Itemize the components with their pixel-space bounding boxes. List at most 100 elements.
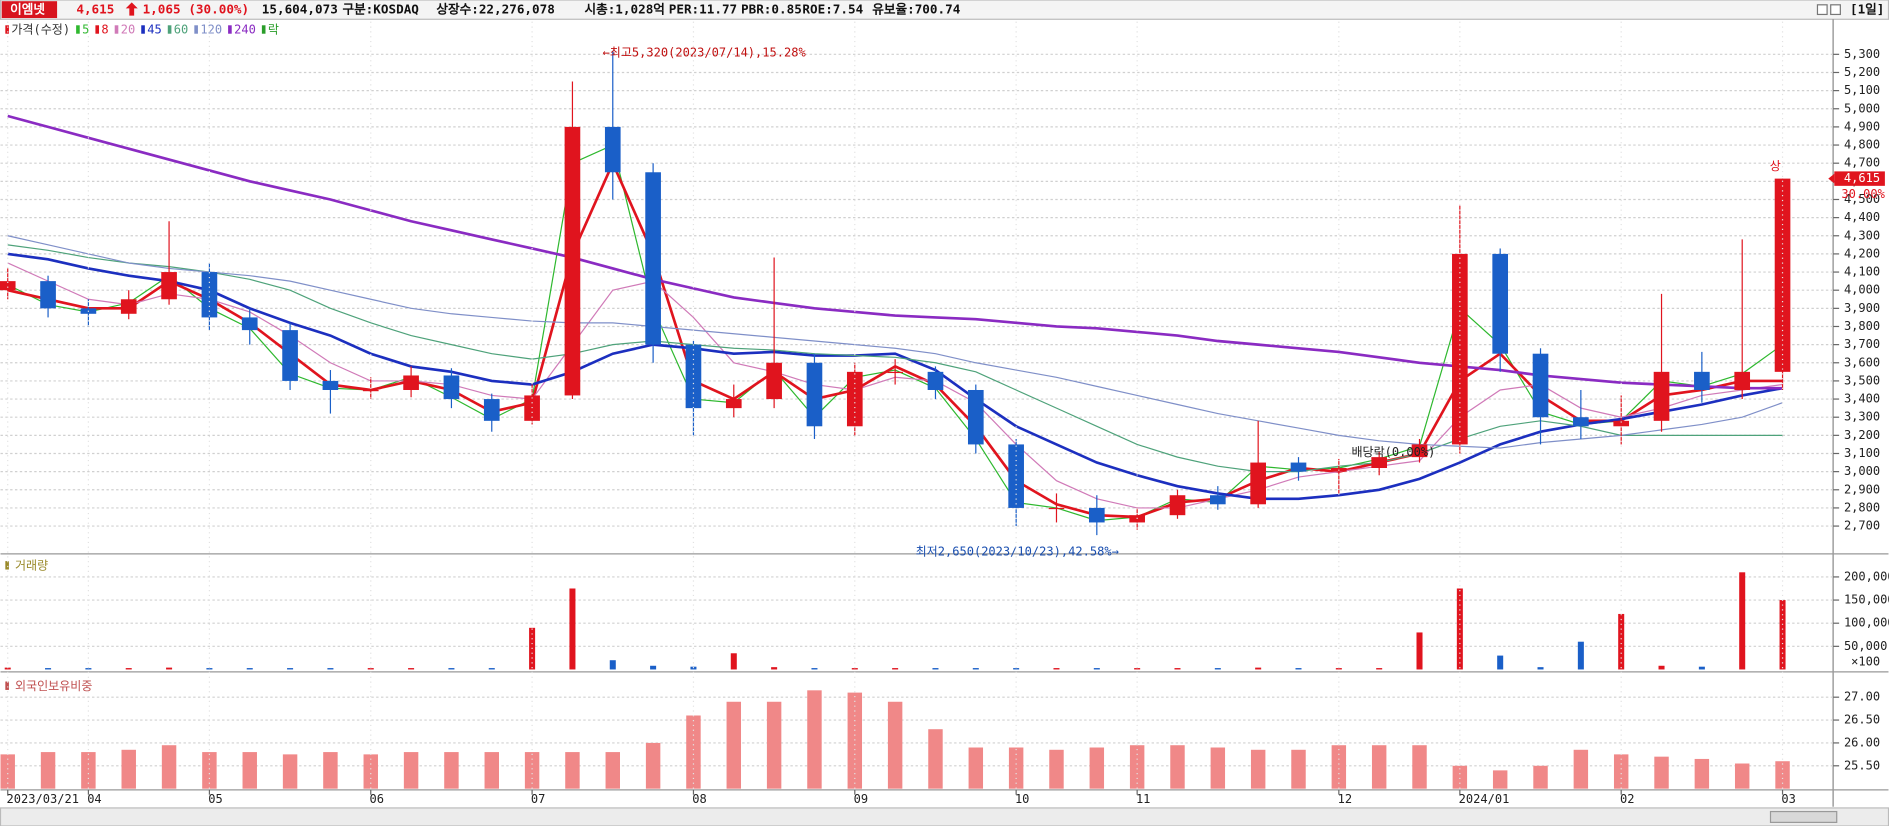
bar <box>1654 756 1669 789</box>
bar <box>1335 668 1342 670</box>
candle-body <box>766 362 782 400</box>
bar <box>166 667 173 670</box>
y-tick-label: 2,700 <box>1844 519 1880 533</box>
change: 1,065 <box>143 2 181 17</box>
bar <box>81 752 96 789</box>
y-tick-label: 27.00 <box>1844 690 1880 704</box>
y-tick-label: 3,000 <box>1844 464 1880 478</box>
legend-label: 60 <box>174 23 189 37</box>
legend-swatch <box>5 561 9 570</box>
bar <box>1129 745 1145 789</box>
y-tick-label: 4,100 <box>1844 265 1880 279</box>
bar <box>1134 668 1141 670</box>
candle-body <box>1411 444 1428 458</box>
bar <box>1376 668 1383 670</box>
bar <box>40 752 56 789</box>
y-tick-label: 3,300 <box>1844 410 1880 424</box>
y-tick-label: 3,600 <box>1844 355 1880 369</box>
candle-body <box>1613 420 1630 427</box>
candle-body <box>685 344 702 409</box>
y-tick-label: 3,900 <box>1844 301 1880 315</box>
candle-body <box>1088 507 1105 523</box>
legend-label: 20 <box>121 23 135 37</box>
volume: 15,604,073 <box>262 2 338 17</box>
bar <box>766 701 782 789</box>
candle-body <box>1008 444 1024 508</box>
bar <box>45 668 52 670</box>
bar <box>1093 668 1100 670</box>
legend-swatch <box>261 25 266 34</box>
annotation: 상 <box>1770 159 1781 173</box>
period[interactable]: [1일] <box>1850 2 1884 17</box>
y-tick-label: 2,900 <box>1844 482 1880 496</box>
bar <box>1049 749 1064 789</box>
y-tick-label: 5,300 <box>1844 47 1880 61</box>
candle-body <box>443 375 460 400</box>
bar <box>1291 749 1306 789</box>
market: 구분:KOSDAQ <box>342 2 419 17</box>
candle-body <box>40 281 56 309</box>
x-tick-label: 06 <box>370 792 384 806</box>
market-cap: 시총:1,028억 <box>584 2 664 17</box>
y-tick-label: 4,200 <box>1844 246 1880 260</box>
legend-swatch <box>5 681 9 690</box>
window-button[interactable] <box>1830 4 1841 16</box>
bar <box>363 754 378 789</box>
bar <box>1577 641 1584 670</box>
legend-label: 45 <box>147 23 162 37</box>
bar <box>730 653 737 670</box>
candle-body <box>1290 462 1307 472</box>
legend-label: 5 <box>82 23 89 37</box>
window-button[interactable] <box>1816 4 1828 16</box>
roe: ROE:7.54 <box>802 2 863 17</box>
shares: 상장수:22,276,078 <box>436 2 554 17</box>
candle-body <box>645 172 661 345</box>
bar <box>1008 747 1024 789</box>
bar <box>1573 749 1589 789</box>
y-tick-label: 4,800 <box>1844 138 1880 152</box>
candle-body <box>1774 178 1791 372</box>
bar <box>771 667 778 670</box>
y-tick-label: 26.50 <box>1844 713 1880 727</box>
last-price-box <box>1834 171 1885 186</box>
bar <box>968 747 984 789</box>
bar <box>1734 763 1750 789</box>
bar <box>1613 754 1629 789</box>
pbr: PBR:0.85 <box>741 2 802 17</box>
scroll-bar[interactable] <box>0 807 1889 826</box>
moving-average-line <box>7 252 1783 501</box>
plot-area: 2,700 2,800 2,900 3,000 3,100 3,200 3,300 3,400… <box>0 21 1889 806</box>
bar <box>1013 668 1020 670</box>
candle-body <box>120 299 137 314</box>
candle-body <box>1210 495 1226 505</box>
candle-body <box>483 399 500 421</box>
y-unit-label: ×100 <box>1851 655 1880 669</box>
bar <box>524 752 540 789</box>
y-tick-label: 3,200 <box>1844 428 1880 442</box>
y-tick-label: 150,000 <box>1844 593 1889 607</box>
scroll-thumb[interactable] <box>1769 810 1838 823</box>
candle-body <box>725 399 742 409</box>
change-rate: (30.00%) <box>188 2 249 17</box>
annotation: 배당락(0.00%) <box>1351 445 1435 459</box>
bar <box>609 660 616 670</box>
candle-body <box>887 371 903 374</box>
bar <box>367 668 374 670</box>
bar <box>1210 747 1226 789</box>
bar <box>206 668 213 670</box>
y-tick-label: 26.00 <box>1844 735 1880 749</box>
bar <box>726 701 742 789</box>
bar <box>1255 667 1262 670</box>
bar <box>242 752 257 789</box>
bar <box>408 668 415 670</box>
x-tick-label: 07 <box>531 792 546 806</box>
annotation: 최저2,650(2023/10/23),42.58%→ <box>916 544 1119 558</box>
y-tick-label: 100,000 <box>1844 616 1889 630</box>
legend-swatch <box>141 25 145 34</box>
moving-average-line <box>7 244 1783 473</box>
x-tick-label: 04 <box>87 792 102 806</box>
legend-swatch <box>228 25 232 34</box>
bar <box>121 749 136 789</box>
